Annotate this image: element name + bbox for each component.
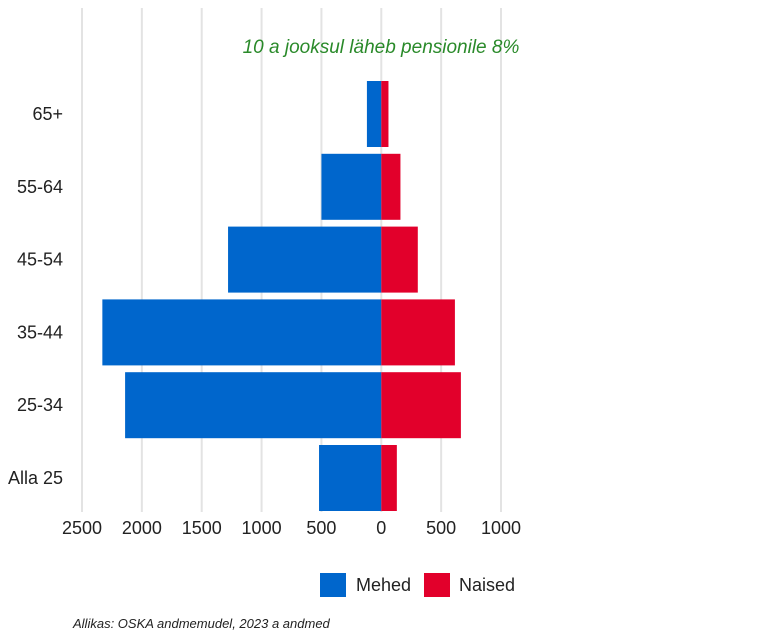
category-label: 45-54 xyxy=(17,250,63,270)
x-tick-label: 2000 xyxy=(122,518,162,538)
x-tick-label: 1000 xyxy=(242,518,282,538)
category-label: 25-34 xyxy=(17,395,63,415)
bar-naised xyxy=(381,445,397,511)
x-tick-label: 1000 xyxy=(481,518,521,538)
bar-mehed xyxy=(319,445,382,511)
bars xyxy=(102,81,461,511)
x-tick-label: 1500 xyxy=(182,518,222,538)
bar-mehed xyxy=(366,81,382,147)
category-label: Alla 25 xyxy=(8,468,63,488)
bar-naised xyxy=(381,372,461,439)
category-label: 35-44 xyxy=(17,322,63,342)
legend: Mehed Naised xyxy=(320,573,515,597)
bar-naised xyxy=(381,81,389,147)
legend-swatch xyxy=(320,573,346,597)
legend-swatch xyxy=(424,573,450,597)
category-axis: Alla 25 25-34 35-44 45-54 55-64 65+ xyxy=(8,104,63,488)
chart-annotation: 10 a jooksul läheb pensionile 8% xyxy=(243,37,520,58)
bar-naised xyxy=(381,153,401,220)
value-axis: 2500 2000 1500 1000 500 0 500 1000 xyxy=(62,518,521,538)
bar-mehed xyxy=(321,153,382,220)
legend-label: Naised xyxy=(459,575,515,595)
x-tick-label: 0 xyxy=(376,518,386,538)
category-label: 65+ xyxy=(32,104,63,124)
bar-mehed xyxy=(125,372,382,439)
category-label: 55-64 xyxy=(17,177,63,197)
bar-naised xyxy=(381,299,455,366)
x-tick-label: 2500 xyxy=(62,518,102,538)
bar-mehed xyxy=(102,299,382,366)
bar-naised xyxy=(381,226,418,293)
x-tick-label: 500 xyxy=(426,518,456,538)
source-note: Allikas: OSKA andmemudel, 2023 a andmed xyxy=(73,616,330,631)
legend-label: Mehed xyxy=(356,575,411,595)
bar-mehed xyxy=(228,226,382,293)
x-tick-label: 500 xyxy=(306,518,336,538)
